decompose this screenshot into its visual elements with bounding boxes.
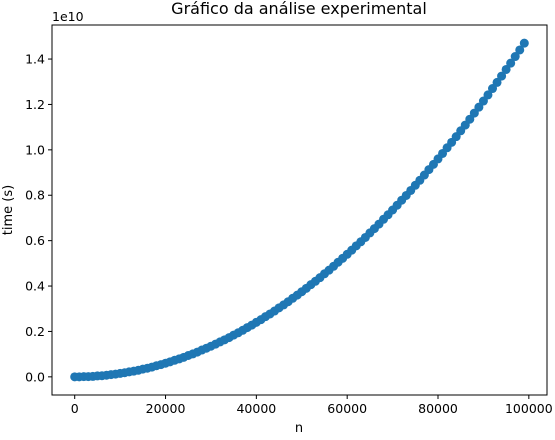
data-point (465, 114, 475, 124)
y-tick-label: 1.2 (25, 97, 45, 112)
x-axis-label: n (295, 421, 303, 435)
data-point (483, 90, 493, 100)
x-tick-label: 0 (71, 401, 79, 416)
y-tick-label: 1.0 (25, 142, 45, 157)
data-point (497, 71, 507, 81)
data-point (519, 38, 529, 48)
y-offset-label: 1e10 (52, 9, 84, 24)
data-point (506, 58, 516, 68)
y-axis: 0.0 0.2 0.4 0.6 0.8 1.0 1.2 1.4 (25, 52, 52, 384)
data-point (501, 64, 511, 74)
chart-title: Gráfico da análise experimental (171, 0, 427, 18)
y-tick-label: 0.4 (25, 279, 45, 294)
data-point (478, 96, 488, 106)
data-point (510, 52, 520, 62)
x-tick-label: 80000 (418, 401, 458, 416)
data-point (488, 84, 498, 94)
x-tick-label: 40000 (236, 401, 276, 416)
y-tick-label: 0.0 (25, 369, 45, 384)
x-tick-label: 100000 (505, 401, 553, 416)
y-tick-label: 0.6 (25, 233, 45, 248)
y-tick-label: 0.8 (25, 188, 45, 203)
x-axis: 0 20000 40000 60000 80000 100000 (71, 395, 553, 416)
y-tick-label: 0.2 (25, 324, 45, 339)
y-tick-label: 1.4 (25, 52, 45, 67)
y-axis-label: time (s) (1, 185, 16, 235)
data-point (474, 102, 484, 112)
data-points (70, 38, 529, 382)
x-tick-label: 60000 (327, 401, 367, 416)
data-point (492, 77, 502, 87)
data-point (515, 45, 525, 55)
plot-frame (51, 24, 548, 396)
x-tick-label: 20000 (146, 401, 186, 416)
